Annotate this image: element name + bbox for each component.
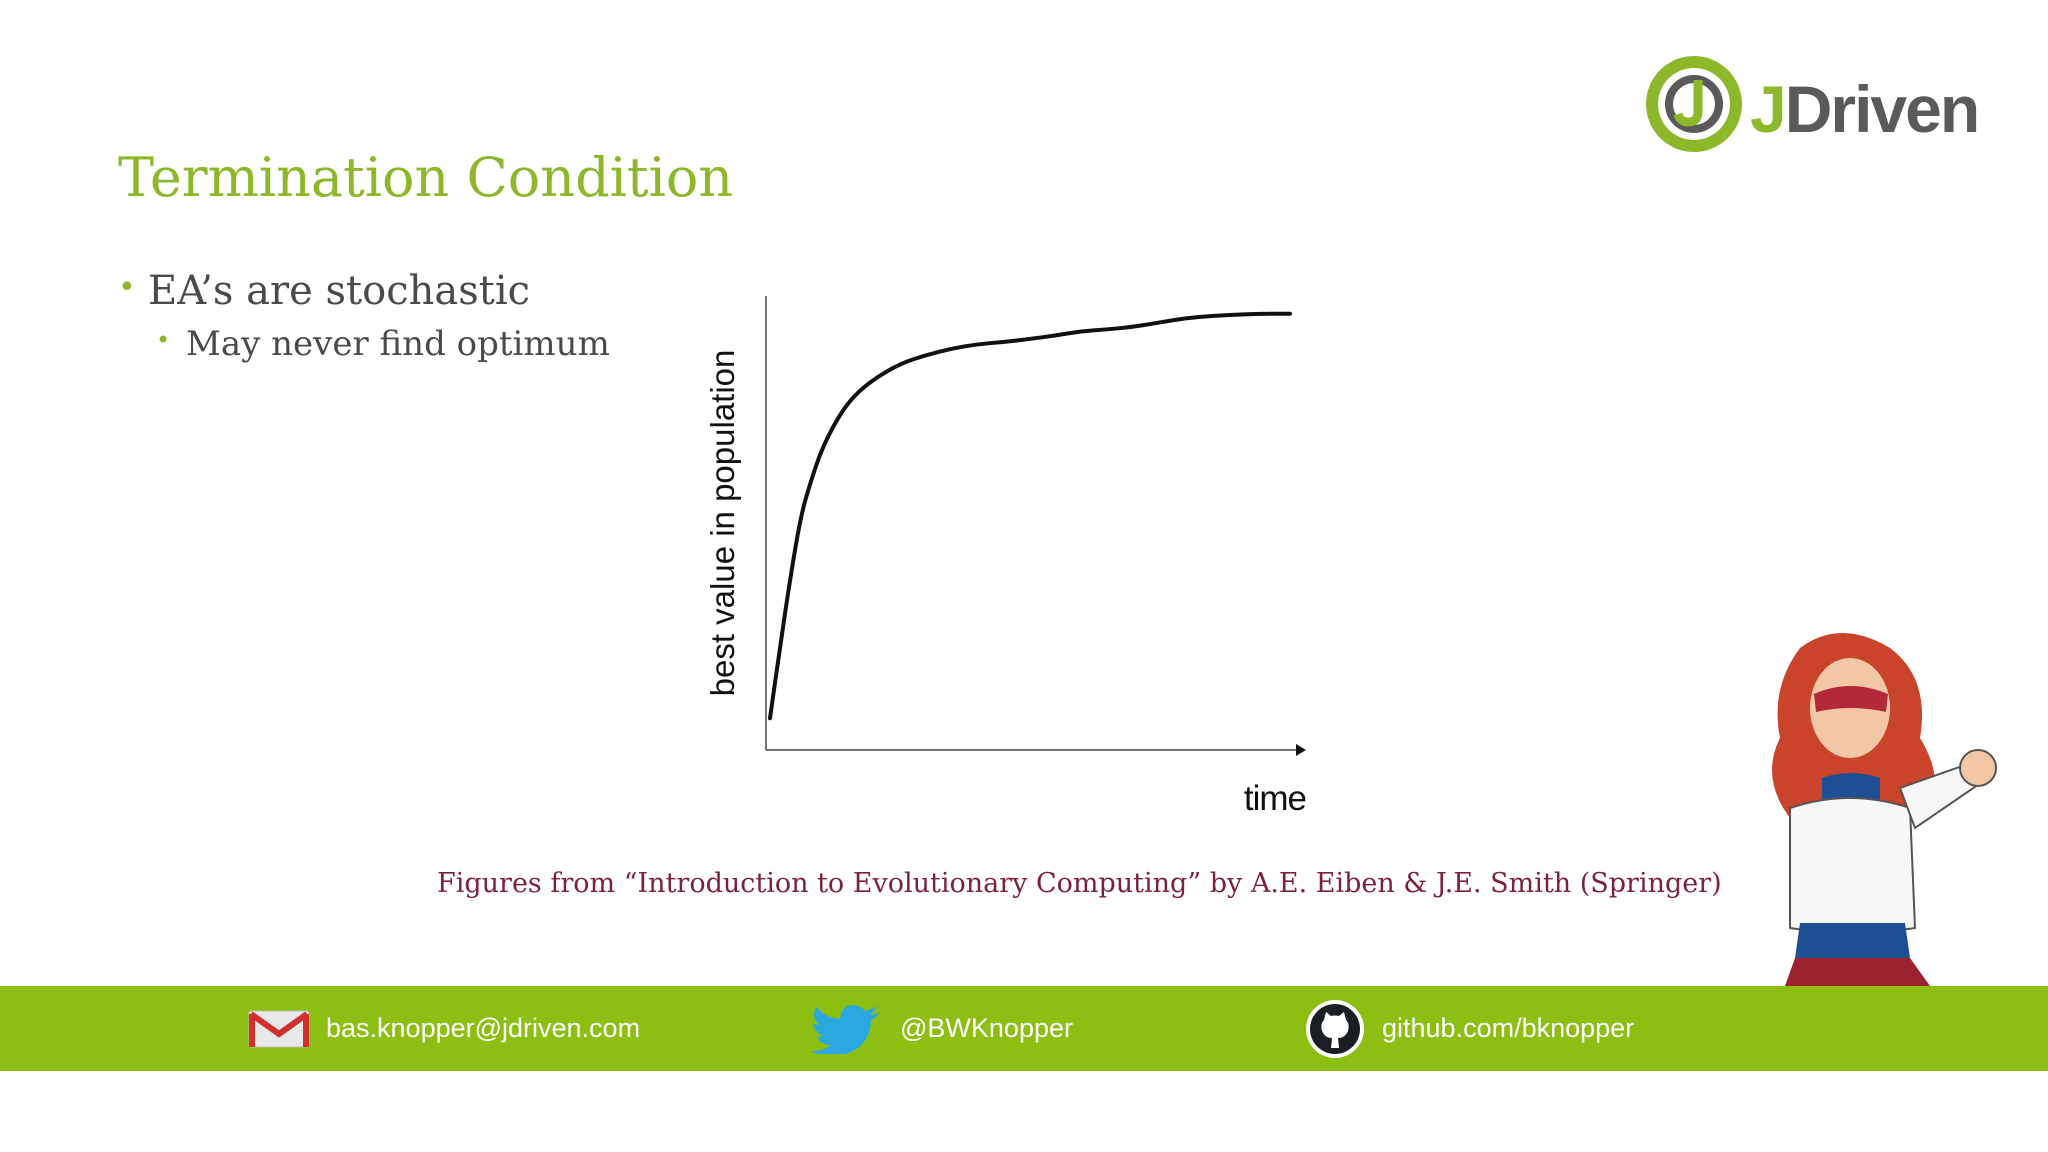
mascot-torso: [1789, 797, 1917, 934]
github-icon: [1304, 998, 1366, 1060]
jdriven-logo: JDriven: [1646, 56, 1980, 152]
mascot-hand: [1959, 749, 1997, 787]
sub-bullet-text: May never find optimum: [186, 324, 610, 364]
logo-text: JDriven: [1750, 72, 1978, 146]
sub-bullet-item: • May never find optimum: [156, 324, 610, 364]
mascot-mask: [1814, 686, 1888, 712]
twitter-contact[interactable]: @BWKnopper: [810, 986, 1073, 1071]
bullet-dot-icon: •: [118, 270, 136, 305]
github-contact[interactable]: github.com/bknopper: [1304, 986, 1634, 1071]
fitness-chart: best value in population time: [704, 296, 1307, 818]
bullet-dot-icon: •: [156, 326, 171, 354]
mail-icon: [248, 1010, 310, 1048]
twitter-bird-icon: [810, 1004, 884, 1054]
series-line-0: [768, 311, 1292, 721]
mascot-belt: [1795, 923, 1910, 958]
x-axis-arrow-icon: [1296, 744, 1306, 756]
superhero-mascot: [1772, 633, 1997, 986]
x-axis-label: time: [1244, 779, 1306, 818]
logo-j-glyph: [1673, 80, 1703, 127]
figure-caption: Figures from “Introduction to Evolutiona…: [437, 868, 1722, 899]
contact-footer: bas.knopper@jdriven.com @BWKnopper githu…: [0, 986, 2048, 1071]
mascot-skirt: [1785, 958, 1930, 986]
series-layer: [768, 311, 1292, 721]
bullet-list: • EA’s are stochastic • May never find o…: [118, 268, 610, 364]
email-contact[interactable]: bas.knopper@jdriven.com: [248, 986, 640, 1071]
y-axis-label: best value in population: [704, 350, 741, 697]
github-url: github.com/bknopper: [1382, 1013, 1635, 1043]
slide-title: Termination Condition: [118, 146, 734, 209]
bullet-text: EA’s are stochastic: [148, 268, 531, 314]
bullet-item: • EA’s are stochastic: [118, 268, 610, 314]
twitter-handle: @BWKnopper: [900, 1013, 1073, 1043]
email-address: bas.knopper@jdriven.com: [326, 1013, 641, 1043]
